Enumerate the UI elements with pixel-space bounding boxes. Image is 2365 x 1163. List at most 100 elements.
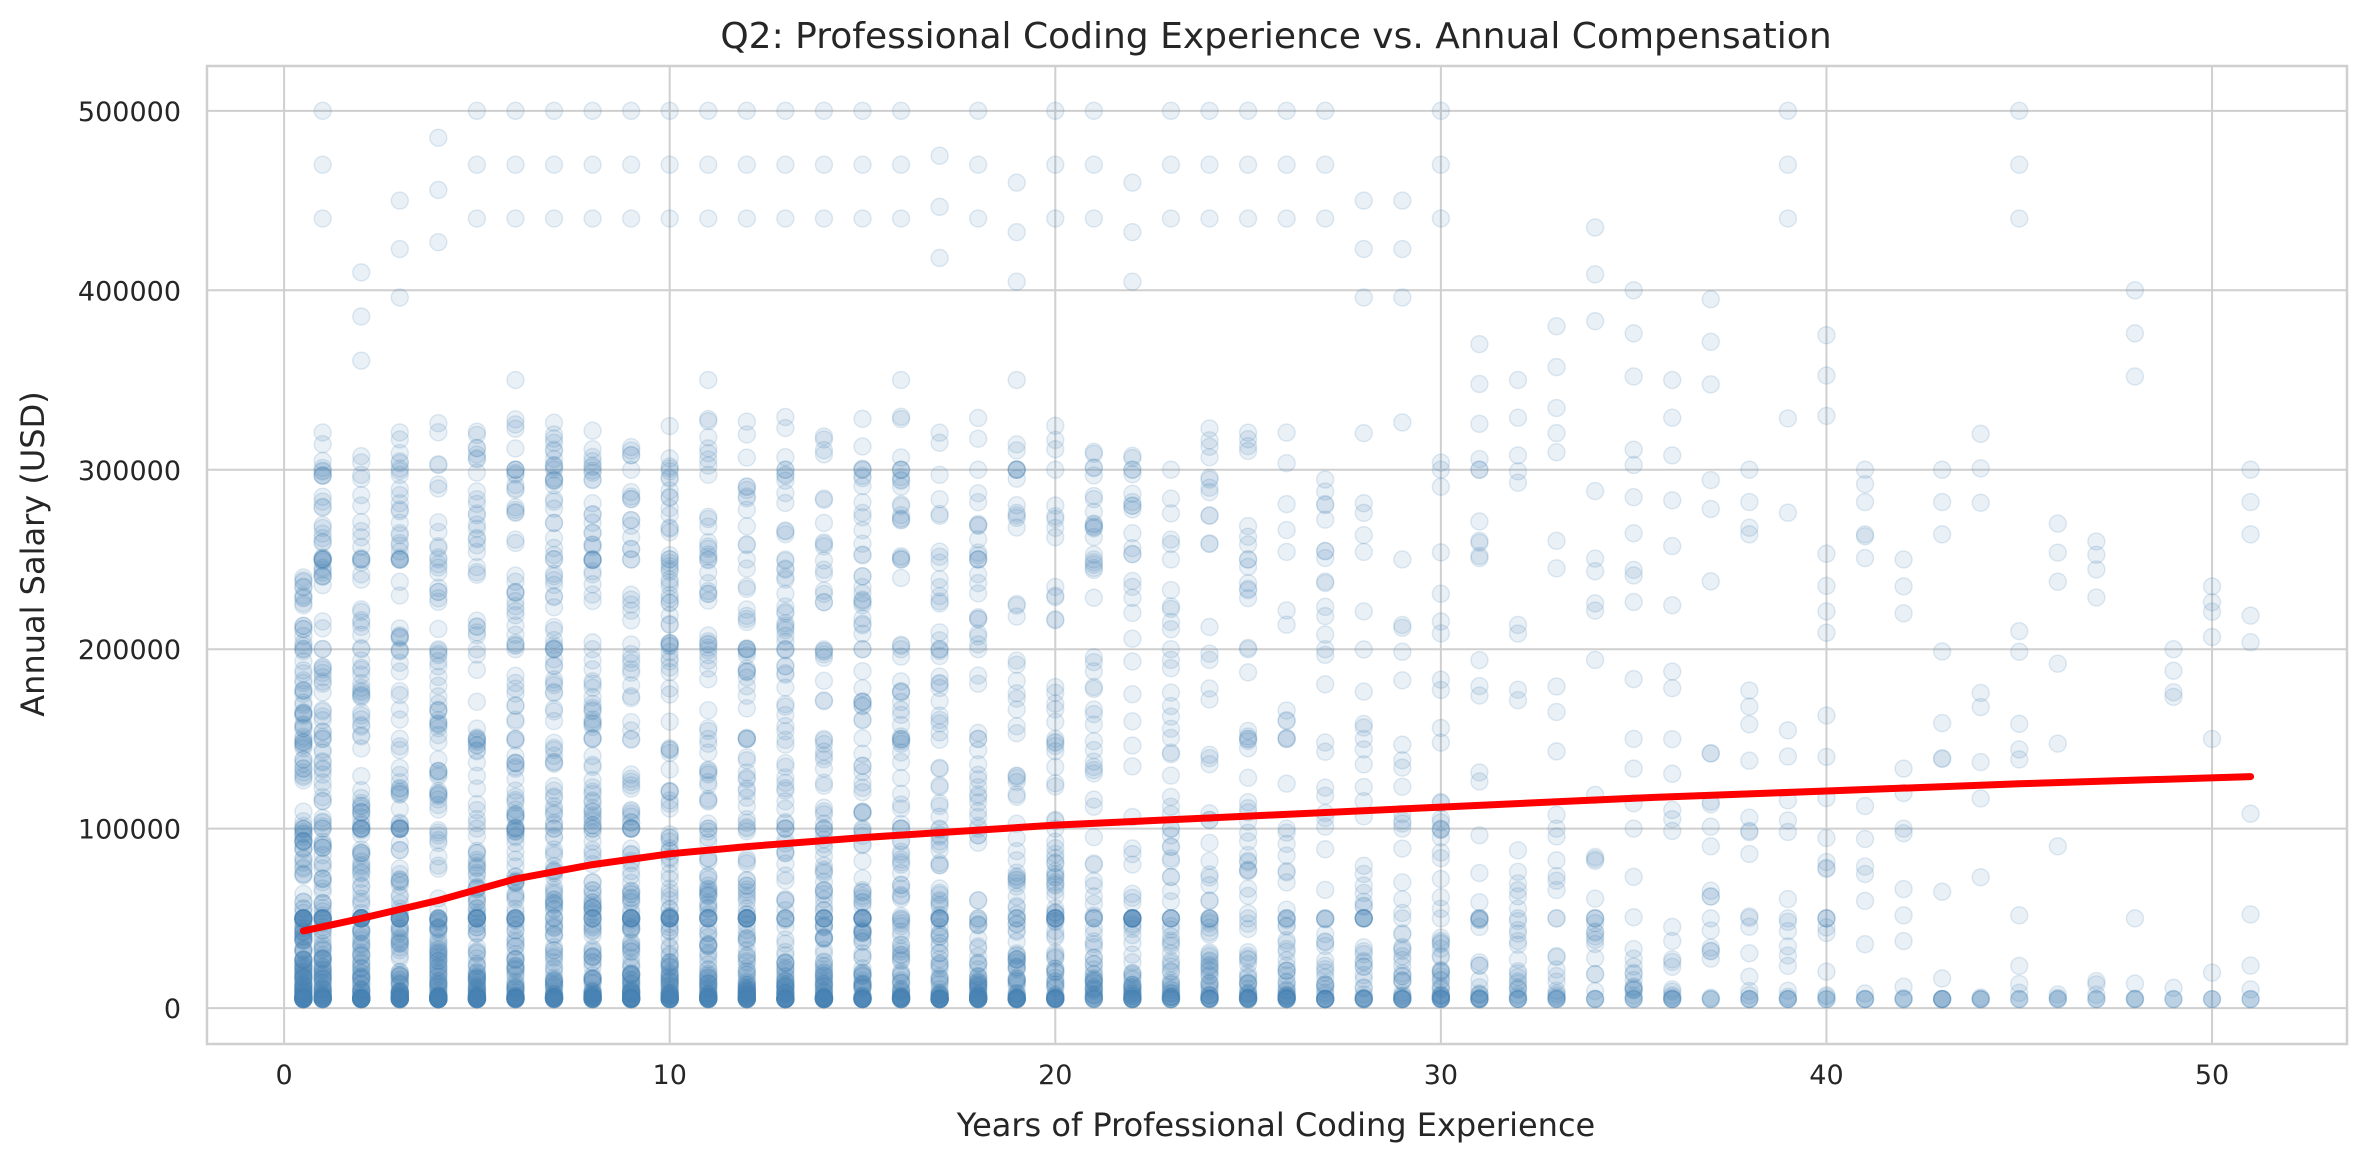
data-point [1007, 272, 1026, 291]
data-point [294, 704, 313, 723]
data-point [930, 465, 949, 485]
data-point [1315, 640, 1335, 659]
data-point [1046, 853, 1065, 873]
data-point [390, 870, 409, 890]
x-tick-labels: 0 10 20 30 40 50 [276, 1060, 2230, 1091]
data-point [737, 639, 757, 658]
data-point [294, 819, 313, 838]
data-point [891, 850, 911, 869]
data-point [390, 729, 409, 749]
data-point [313, 752, 332, 771]
data-point [294, 718, 313, 738]
data-point [352, 465, 371, 485]
data-point [1585, 989, 1605, 1009]
data-point [352, 989, 371, 1008]
data-point [621, 155, 641, 174]
data-point [968, 492, 988, 512]
data-point [544, 449, 564, 469]
data-point [294, 763, 313, 782]
data-point [1393, 989, 1412, 1009]
data-point [1277, 863, 1296, 882]
data-point [313, 817, 332, 836]
data-point [294, 715, 313, 734]
data-point [660, 828, 679, 847]
data-point [1007, 974, 1026, 994]
data-point [313, 683, 332, 702]
data-point [1084, 989, 1104, 1009]
data-point [313, 958, 332, 977]
data-point [2010, 906, 2029, 925]
data-point [1547, 909, 1566, 928]
data-point [506, 439, 525, 458]
data-point [294, 865, 313, 884]
data-point [313, 575, 332, 595]
data-point [621, 965, 641, 984]
data-point [294, 987, 313, 1007]
data-point [1354, 957, 1373, 976]
data-point [1894, 577, 1913, 596]
data-point [814, 490, 834, 510]
data-point [1547, 357, 1566, 377]
data-point [776, 910, 795, 930]
data-point [352, 975, 371, 995]
data-point [621, 635, 641, 654]
data-point [352, 681, 371, 700]
data-point [352, 989, 371, 1009]
data-point [294, 987, 313, 1007]
data-point [699, 760, 718, 780]
data-point [294, 802, 313, 821]
data-point [1315, 778, 1335, 797]
data-point [660, 712, 679, 731]
data-point [814, 671, 834, 691]
data-point [506, 101, 525, 121]
data-point [776, 735, 795, 754]
data-point [294, 977, 313, 996]
data-point [699, 828, 718, 847]
data-point [313, 462, 332, 481]
data-point [1007, 370, 1026, 390]
data-point [1624, 908, 1643, 927]
data-point [814, 734, 834, 754]
data-point [352, 446, 371, 466]
data-point [1508, 924, 1528, 943]
data-point [294, 989, 313, 1009]
data-point [352, 989, 371, 1008]
data-point [352, 803, 371, 822]
data-point [294, 950, 313, 969]
data-point [891, 101, 911, 121]
data-point [352, 674, 371, 693]
data-point [313, 960, 332, 980]
data-point [352, 816, 371, 835]
data-point [390, 737, 409, 756]
data-point [2048, 543, 2068, 562]
data-point [1161, 743, 1181, 762]
data-point [352, 840, 371, 859]
data-point [352, 793, 371, 813]
data-point [390, 191, 409, 210]
data-point [930, 807, 949, 826]
data-point [853, 692, 872, 711]
data-point [313, 941, 332, 960]
data-point [1855, 989, 1875, 1009]
data-point [1971, 752, 1990, 772]
data-point [294, 989, 313, 1008]
data-point [544, 890, 564, 909]
data-point [313, 869, 332, 889]
data-point [294, 866, 313, 885]
data-point [699, 670, 718, 689]
data-point [352, 983, 371, 1002]
data-point [1663, 446, 1682, 465]
data-point [1084, 970, 1104, 989]
data-point [1200, 101, 1219, 121]
data-point [1123, 222, 1142, 242]
data-point [930, 758, 949, 778]
data-point [1354, 503, 1373, 523]
data-point [1508, 862, 1528, 882]
data-point [390, 949, 409, 968]
data-point [313, 550, 332, 569]
grid [207, 66, 2347, 1044]
data-point [1007, 914, 1026, 934]
data-point [1624, 669, 1643, 689]
data-point [968, 209, 988, 228]
data-point [352, 936, 371, 956]
